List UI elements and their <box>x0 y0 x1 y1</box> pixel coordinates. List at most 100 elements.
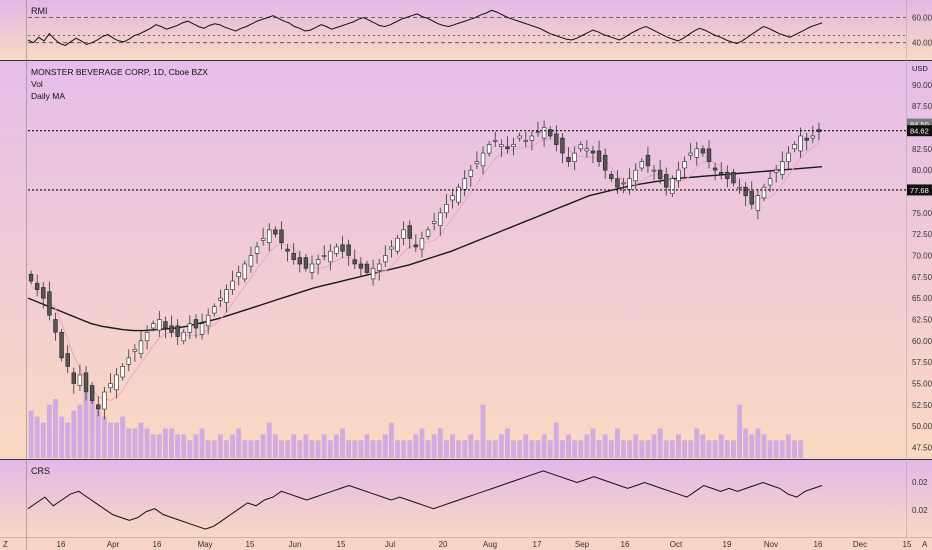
candle-body <box>676 169 681 182</box>
volume-bar <box>535 440 541 458</box>
candle-body <box>712 167 718 171</box>
candle-body <box>767 178 773 186</box>
candle-body <box>352 259 357 265</box>
volume-bar <box>358 440 364 458</box>
candle-body <box>89 385 95 401</box>
vol-label: Vol <box>31 79 43 89</box>
candle-body <box>169 325 174 333</box>
time-tick-label: Jun <box>289 540 302 549</box>
volume-bar <box>46 404 52 458</box>
candle-body <box>285 248 290 252</box>
volume-bar <box>59 416 65 458</box>
candle-body <box>425 229 431 237</box>
candle-body <box>609 174 614 179</box>
volume-bar <box>431 434 437 458</box>
volume-bar <box>608 440 614 458</box>
left-marker: Z <box>3 540 8 549</box>
candle-body <box>499 144 504 147</box>
volume-bar <box>443 440 449 458</box>
candle-body <box>315 259 321 265</box>
candle-body <box>230 280 235 290</box>
candle-body <box>578 144 583 150</box>
volume-bar <box>144 428 150 458</box>
time-tick-label: 15 <box>903 540 912 549</box>
rmi-plot: 60.00 40.00 <box>27 9 932 48</box>
candle-body <box>413 244 419 248</box>
candle-body <box>273 229 278 235</box>
price-tick-label: 65.00 <box>912 294 932 303</box>
lower-level-tag-box <box>907 184 932 196</box>
volume-bar <box>669 440 675 458</box>
volume-bar <box>614 428 620 458</box>
time-tick-label: 16 <box>621 540 630 549</box>
candle-body <box>193 319 199 329</box>
price-tick-label: 90.00 <box>912 81 932 90</box>
volume-bar <box>639 440 645 458</box>
volume-bar <box>523 434 529 458</box>
price-tick-label: 62.50 <box>912 315 932 324</box>
lower-level-tag-text: 77.68 <box>910 186 929 195</box>
time-axis[interactable]: 16 Apr 16 May 15 Jun 15 Jul 20 Aug 17 Sep 16 Oct 19 Nov… <box>3 540 928 549</box>
candle-body <box>444 203 449 214</box>
price-tick-label: 50.00 <box>912 422 932 431</box>
volume-bar <box>211 440 217 458</box>
candle-body <box>328 250 333 263</box>
candle-body <box>761 186 767 199</box>
candlesticks <box>28 120 822 420</box>
candle-body <box>719 171 724 175</box>
volume-bar <box>468 434 474 458</box>
volume-bar <box>40 422 46 458</box>
volume-bar <box>71 410 77 458</box>
candle-body <box>120 366 125 378</box>
candle-body <box>773 169 779 173</box>
ma-label: Daily MA <box>31 91 66 101</box>
candle-body <box>297 257 302 265</box>
volume-bar <box>596 440 602 458</box>
volume-bar <box>346 440 352 458</box>
candle-body <box>59 331 64 359</box>
candle-body <box>450 195 455 201</box>
volume-bar <box>254 440 260 458</box>
candle-body <box>395 238 400 252</box>
candle-body <box>181 331 186 342</box>
candle-body <box>554 133 559 145</box>
volume-bar <box>755 428 761 458</box>
candle-body <box>700 148 706 154</box>
volume-bar <box>657 428 663 458</box>
volume-bar <box>291 434 297 458</box>
candle-body <box>370 267 376 280</box>
candle-body <box>236 272 241 278</box>
volume-bar <box>480 404 486 458</box>
candle-body <box>706 148 712 162</box>
candle-body <box>334 246 339 254</box>
volume-bar <box>712 440 718 458</box>
price-axis[interactable]: 90.0087.5085.0082.5080.0077.5075.0072.50… <box>907 81 932 453</box>
candle-body <box>749 191 754 205</box>
candle-body <box>151 323 156 329</box>
volume-bar <box>743 428 749 458</box>
candle-body <box>645 154 651 167</box>
candle-body <box>786 152 791 162</box>
candle-body <box>383 255 388 263</box>
volume-bar <box>505 428 510 458</box>
candle-body <box>34 282 40 290</box>
volume-bar <box>260 434 266 458</box>
volume-bar <box>193 434 199 458</box>
volume-bar <box>492 440 498 458</box>
crs-line <box>27 470 823 530</box>
price-tick-label: 80.00 <box>912 166 932 175</box>
volume-bar <box>175 434 181 458</box>
candle-body <box>737 186 742 189</box>
volume-bar <box>676 434 681 458</box>
volume-bar <box>724 440 730 458</box>
volume-bar <box>279 440 284 458</box>
main-title: MONSTER BEVERAGE CORP, 1D, Cboe BZX <box>31 67 208 77</box>
candle-body <box>303 257 309 269</box>
volume-bar <box>761 434 767 458</box>
volume-bar <box>498 434 504 458</box>
candle-body <box>731 171 736 184</box>
candle-body <box>254 246 260 254</box>
volume-bar <box>437 428 443 458</box>
candle-body <box>810 135 816 139</box>
